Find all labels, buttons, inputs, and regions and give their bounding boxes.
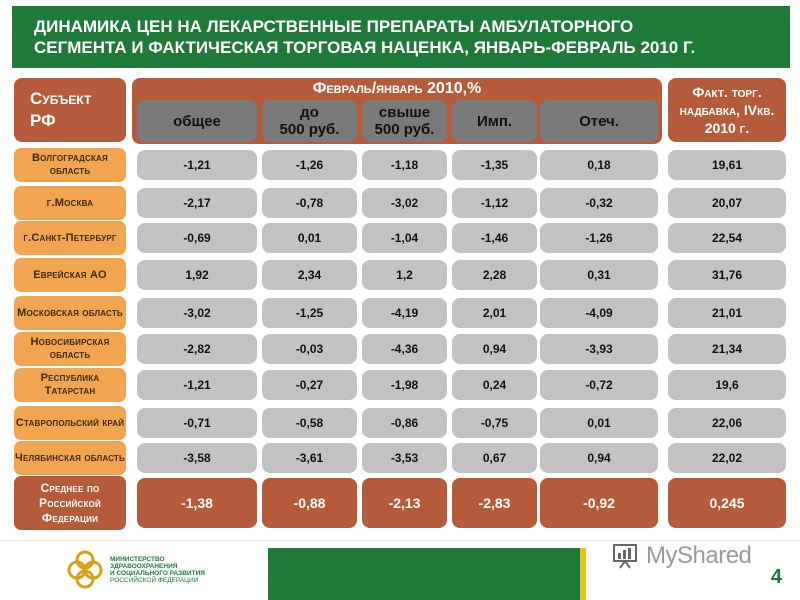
markup-header-label: Факт. торг. надбавка, IVкв. 2010 г. — [679, 84, 775, 136]
cell: -3,53 — [362, 443, 447, 473]
slide-title: ДИНАМИКА ЦЕН НА ЛЕКАРСТВЕННЫЕ ПРЕПАРАТЫ … — [12, 6, 790, 68]
ministry-line: И СОЦИАЛЬНОГО РАЗВИТИЯ — [110, 570, 205, 577]
cell: -0,75 — [452, 408, 537, 438]
footer-divider — [0, 540, 800, 541]
cell: 22,54 — [668, 223, 786, 253]
cell: 2,01 — [452, 298, 537, 328]
watermark: MyShared — [612, 540, 792, 572]
col-header-under-500: до 500 руб. — [262, 100, 357, 142]
cell: -2,17 — [137, 188, 257, 218]
ministry-line: ЗДРАВООХРАНЕНИЯ — [110, 563, 178, 570]
cell: -4,36 — [362, 334, 447, 364]
cell: 0,67 — [452, 443, 537, 473]
feb-jan-header-label: Февраль/январь 2010,% — [312, 80, 482, 97]
cell: -4,09 — [540, 298, 658, 328]
average-cell: -2,83 — [452, 478, 537, 528]
cell: 2,28 — [452, 260, 537, 290]
cell: 21,34 — [668, 334, 786, 364]
cell: 20,07 — [668, 188, 786, 218]
ministry-logo-icon — [67, 550, 103, 589]
cell: -2,82 — [137, 334, 257, 364]
cell: -0,58 — [262, 408, 357, 438]
row-label: Новосибирская область — [14, 332, 126, 366]
cell: -3,61 — [262, 443, 357, 473]
cell: -1,26 — [262, 150, 357, 180]
cell: 1,92 — [137, 260, 257, 290]
cell: 0,01 — [540, 408, 658, 438]
ministry-line: МИНИСТЕРСТВО — [110, 556, 165, 563]
cell: 0,31 — [540, 260, 658, 290]
cell: 1,2 — [362, 260, 447, 290]
ministry-logo: МИНИСТЕРСТВО ЗДРАВООХРАНЕНИЯ И СОЦИАЛЬНО… — [66, 546, 266, 598]
cell: 19,6 — [668, 370, 786, 400]
subject-header-label: Субъект РФ — [30, 89, 92, 130]
row-label: г.Санкт-Петербург — [14, 221, 126, 255]
average-cell: -0,92 — [540, 478, 658, 528]
cell: -3,93 — [540, 334, 658, 364]
cell: 21,01 — [668, 298, 786, 328]
col-header-over-500: свыше 500 руб. — [362, 100, 447, 142]
cell: -0,03 — [262, 334, 357, 364]
cell: 0,94 — [540, 443, 658, 473]
col-header-domestic: Отеч. — [540, 100, 658, 142]
cell: 22,02 — [668, 443, 786, 473]
cell: -1,12 — [452, 188, 537, 218]
cell: -1,21 — [137, 370, 257, 400]
cell: -0,32 — [540, 188, 658, 218]
markup-header: Факт. торг. надбавка, IVкв. 2010 г. — [668, 78, 786, 142]
cell: -3,02 — [137, 298, 257, 328]
cell: -0,72 — [540, 370, 658, 400]
cell: 0,01 — [262, 223, 357, 253]
cell: -3,02 — [362, 188, 447, 218]
row-label: Республика Татарстан — [14, 368, 126, 402]
col-header-total: общее — [137, 100, 257, 142]
ministry-line: РОССИЙСКОЙ ФЕДЕРАЦИИ — [110, 577, 199, 584]
cell: -1,21 — [137, 150, 257, 180]
cell: 2,34 — [262, 260, 357, 290]
cell: -1,35 — [452, 150, 537, 180]
cell: -1,04 — [362, 223, 447, 253]
cell: 31,76 — [668, 260, 786, 290]
cell: -1,18 — [362, 150, 447, 180]
page-number: 4 — [770, 566, 782, 588]
cell: -1,25 — [262, 298, 357, 328]
projector-icon — [613, 544, 637, 569]
average-cell: -2,13 — [362, 478, 447, 528]
row-label: Еврейская АО — [14, 258, 126, 292]
average-cell: 0,245 — [668, 478, 786, 528]
average-cell: -0,88 — [262, 478, 357, 528]
average-row-label: Среднее по Российской Федерации — [14, 476, 126, 530]
cell: 19,61 — [668, 150, 786, 180]
row-label: Волгоградская область — [14, 148, 126, 182]
footer-yellow-bar — [580, 548, 586, 600]
row-label: Челябинская область — [14, 441, 126, 475]
cell: -0,71 — [137, 408, 257, 438]
cell: -0,78 — [262, 188, 357, 218]
row-label: Ставропольский край — [14, 406, 126, 440]
cell: 22,06 — [668, 408, 786, 438]
cell: -1,98 — [362, 370, 447, 400]
cell: -1,46 — [452, 223, 537, 253]
cell: -0,27 — [262, 370, 357, 400]
col-header-import: Имп. — [452, 100, 537, 142]
row-label: г.Москва — [14, 186, 126, 220]
footer-green-block — [268, 548, 580, 600]
cell: -0,69 — [137, 223, 257, 253]
cell: -3,58 — [137, 443, 257, 473]
ministry-name: МИНИСТЕРСТВО ЗДРАВООХРАНЕНИЯ И СОЦИАЛЬНО… — [110, 556, 270, 584]
subject-header: Субъект РФ — [14, 78, 126, 142]
cell: -0,86 — [362, 408, 447, 438]
cell: 0,94 — [452, 334, 537, 364]
average-cell: -1,38 — [137, 478, 257, 528]
cell: 0,18 — [540, 150, 658, 180]
row-label: Московская область — [14, 296, 126, 330]
watermark-text: MyShared — [646, 542, 752, 569]
cell: 0,24 — [452, 370, 537, 400]
cell: -1,26 — [540, 223, 658, 253]
cell: -4,19 — [362, 298, 447, 328]
